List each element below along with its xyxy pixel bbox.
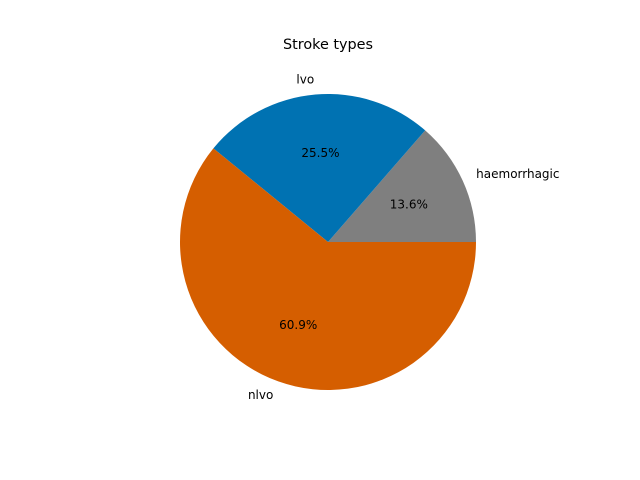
slice-label-nlvo: nlvo bbox=[248, 388, 273, 402]
slice-percent-lvo: 25.5% bbox=[301, 146, 339, 160]
pie-slice-lvo bbox=[213, 94, 426, 242]
pie-slice-nlvo bbox=[180, 148, 476, 391]
slice-percent-haemorrhagic: 13.6% bbox=[390, 198, 428, 212]
chart-title: Stroke types bbox=[283, 37, 373, 53]
pie-slice-haemorrhagic bbox=[328, 130, 476, 242]
pie-slices bbox=[180, 94, 476, 391]
slice-percent-nlvo: 60.9% bbox=[279, 318, 317, 332]
pie-labels: haemorrhagic 13.6% lvo 25.5% nlvo 60.9% bbox=[248, 72, 560, 402]
slice-label-lvo: lvo bbox=[296, 72, 314, 86]
slice-label-haemorrhagic: haemorrhagic bbox=[476, 167, 559, 181]
